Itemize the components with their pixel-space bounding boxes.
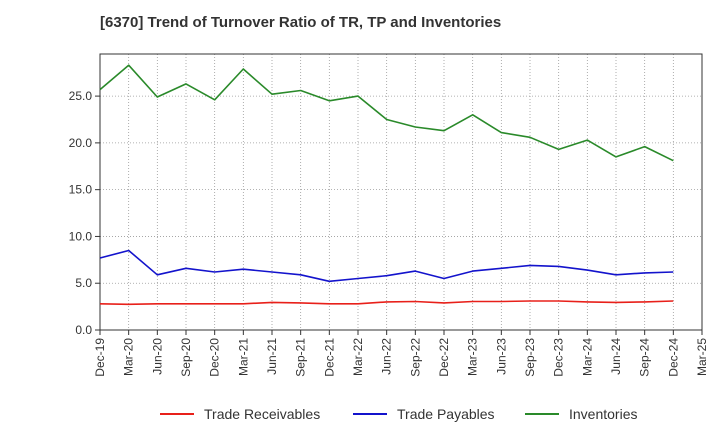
legend-label-inventories: Inventories bbox=[569, 406, 637, 422]
x-tick-label: Sep-21 bbox=[294, 338, 308, 377]
x-tick-label: Dec-23 bbox=[552, 338, 566, 377]
x-tick-label: Sep-23 bbox=[523, 338, 537, 377]
series-line-trade-receivables bbox=[99, 300, 674, 306]
x-tick-label: Mar-20 bbox=[122, 338, 136, 376]
y-tick-label: 5.0 bbox=[75, 276, 92, 290]
plot-frame bbox=[99, 53, 703, 331]
x-tick-label: Jun-23 bbox=[494, 338, 508, 375]
x-tick-label: Mar-23 bbox=[466, 338, 480, 376]
x-tick-label: Sep-24 bbox=[638, 338, 652, 377]
series-line-inventories bbox=[99, 64, 674, 162]
gridlines bbox=[100, 54, 702, 330]
x-tick-label: Dec-21 bbox=[322, 338, 336, 377]
y-tick-label: 10.0 bbox=[69, 229, 93, 243]
axes: 0.0 5.0 10.0 15.0 20.0 25.0 Dec-19 Mar-20 Jun-20… bbox=[69, 53, 709, 377]
legend: Trade Receivables Trade Payables Inventori… bbox=[160, 406, 637, 422]
y-tick-label: 20.0 bbox=[69, 136, 93, 150]
x-tick-label: Jun-21 bbox=[265, 338, 279, 375]
y-tick-label: 0.0 bbox=[75, 323, 92, 337]
series-lines bbox=[99, 64, 674, 306]
x-tick-label: Mar-22 bbox=[351, 338, 365, 376]
x-tick-label: Jun-20 bbox=[150, 338, 164, 375]
x-tick-label: Dec-24 bbox=[666, 338, 680, 377]
x-tick-label: Jun-22 bbox=[380, 338, 394, 375]
x-tick-label: Mar-21 bbox=[236, 338, 250, 376]
series-line-trade-payables bbox=[99, 249, 674, 283]
x-tick-label: Mar-25 bbox=[695, 338, 709, 376]
x-tick-label: Dec-22 bbox=[437, 338, 451, 377]
x-tick-label: Jun-24 bbox=[609, 338, 623, 375]
x-tick-label: Sep-20 bbox=[179, 338, 193, 377]
x-tick-label: Dec-19 bbox=[93, 338, 107, 377]
x-tick-label: Dec-20 bbox=[208, 338, 222, 377]
x-tick-label: Sep-22 bbox=[408, 338, 422, 377]
legend-label-trade-payables: Trade Payables bbox=[397, 406, 495, 422]
y-tick-label: 15.0 bbox=[69, 183, 93, 197]
x-tick-label: Mar-24 bbox=[580, 338, 594, 376]
chart-title: [6370] Trend of Turnover Ratio of TR, TP… bbox=[100, 14, 502, 31]
y-tick-label: 25.0 bbox=[69, 89, 93, 103]
legend-label-trade-receivables: Trade Receivables bbox=[204, 406, 320, 422]
